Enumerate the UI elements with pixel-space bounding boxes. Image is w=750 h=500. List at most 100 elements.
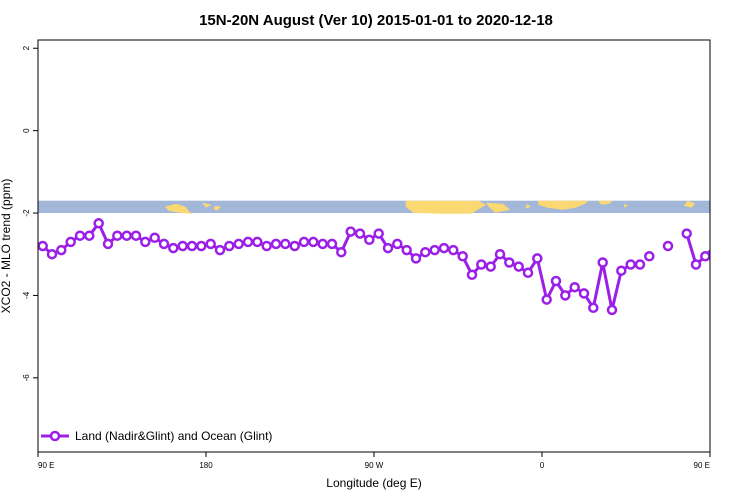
data-point [270,238,282,250]
data-point [205,238,216,250]
data-point [485,261,496,272]
data-point [606,304,618,316]
data-point [550,275,562,287]
data-point [700,251,710,262]
map-land [598,200,613,205]
data-point [112,230,123,241]
map-land [624,203,628,208]
data-point [634,259,646,270]
data-point [681,228,692,239]
y-tick-label: 2 [22,45,31,50]
data-point [149,232,160,244]
map-land [525,203,531,209]
data-point [476,259,487,270]
data-point [392,238,403,250]
data-point [690,259,702,270]
data-point [196,240,207,252]
legend-entry-land-ocean: Land (Nadir&Glint) and Ocean (Glint) [75,429,272,443]
data-point [720,246,728,254]
data-point [448,244,459,256]
x-tick-label: 180 [199,461,213,470]
data-point [569,281,580,293]
data-point [298,236,310,248]
data-point [420,246,431,258]
data-point [317,238,328,250]
data-point [429,244,440,256]
legend: Land (Nadir&Glint) and Ocean (Glint) [41,429,272,443]
data-point [401,244,412,256]
data-point [38,240,48,252]
series-line [685,233,710,266]
data-point [588,302,599,314]
data-point [578,288,590,299]
data-point [224,240,235,252]
data-point [382,242,394,254]
data-point [177,240,188,252]
map-land [202,202,212,208]
data-point [102,238,114,250]
data-point [466,269,478,281]
world-map-strip [38,200,750,214]
data-point [345,226,356,237]
data-point [280,238,291,250]
data-point [364,234,375,246]
y-tick-label: -2 [22,209,31,217]
map-land [486,202,511,213]
data-point [214,244,226,256]
y-tick-label: 0 [22,128,31,133]
x-tick-label: 90 E [694,461,710,470]
data-point [709,243,710,249]
data-point [130,230,142,241]
data-point [541,294,552,305]
x-tick-label: 90 W [365,461,384,470]
map-land [683,200,696,208]
map-land [714,201,750,214]
data-point [121,230,132,241]
series-layer [38,218,747,316]
x-tick-label: 0 [540,461,545,470]
data-point [186,240,198,252]
data-point [532,253,543,264]
data-point [308,236,319,248]
data-point [158,238,170,250]
data-point [373,228,384,239]
data-point [729,250,737,258]
legend-marker-swatch [49,430,61,442]
y-axis: 2 0 -2 -4 -6 [22,45,38,381]
data-point [457,251,468,262]
data-point [560,290,571,301]
chart-title: 15N-20N August (Ver 10) 2015-01-01 to 20… [199,12,553,29]
x-axis: 90 E 180 90 W 0 90 E [37,452,711,470]
map-land [213,205,221,211]
map-land [164,203,193,214]
data-point [46,248,58,260]
x-tick-label: 90 E [38,461,54,470]
data-point [261,240,272,252]
map-land [405,200,486,214]
data-point [354,228,366,239]
data-point [65,236,76,248]
data-point [233,238,244,250]
data-point [438,242,450,254]
data-point [242,236,254,248]
data-point [410,253,422,264]
data-point [140,236,151,248]
data-point [662,240,674,252]
data-point [625,259,636,270]
data-point [739,244,747,252]
data-point [494,248,506,260]
data-point [289,240,300,252]
map-land [538,200,589,210]
data-point [336,246,347,258]
x-axis-label: Longitude (deg E) [326,476,421,490]
data-point [252,236,263,248]
y-tick-label: -4 [22,291,31,299]
data-point [84,230,95,241]
y-axis-label: XCO2 - MLO trend (ppm) [0,179,13,314]
data-point [326,238,338,250]
plot-frame [37,39,711,453]
data-point [644,251,655,262]
data-point [522,267,534,279]
y-tick-label: -6 [22,374,31,382]
